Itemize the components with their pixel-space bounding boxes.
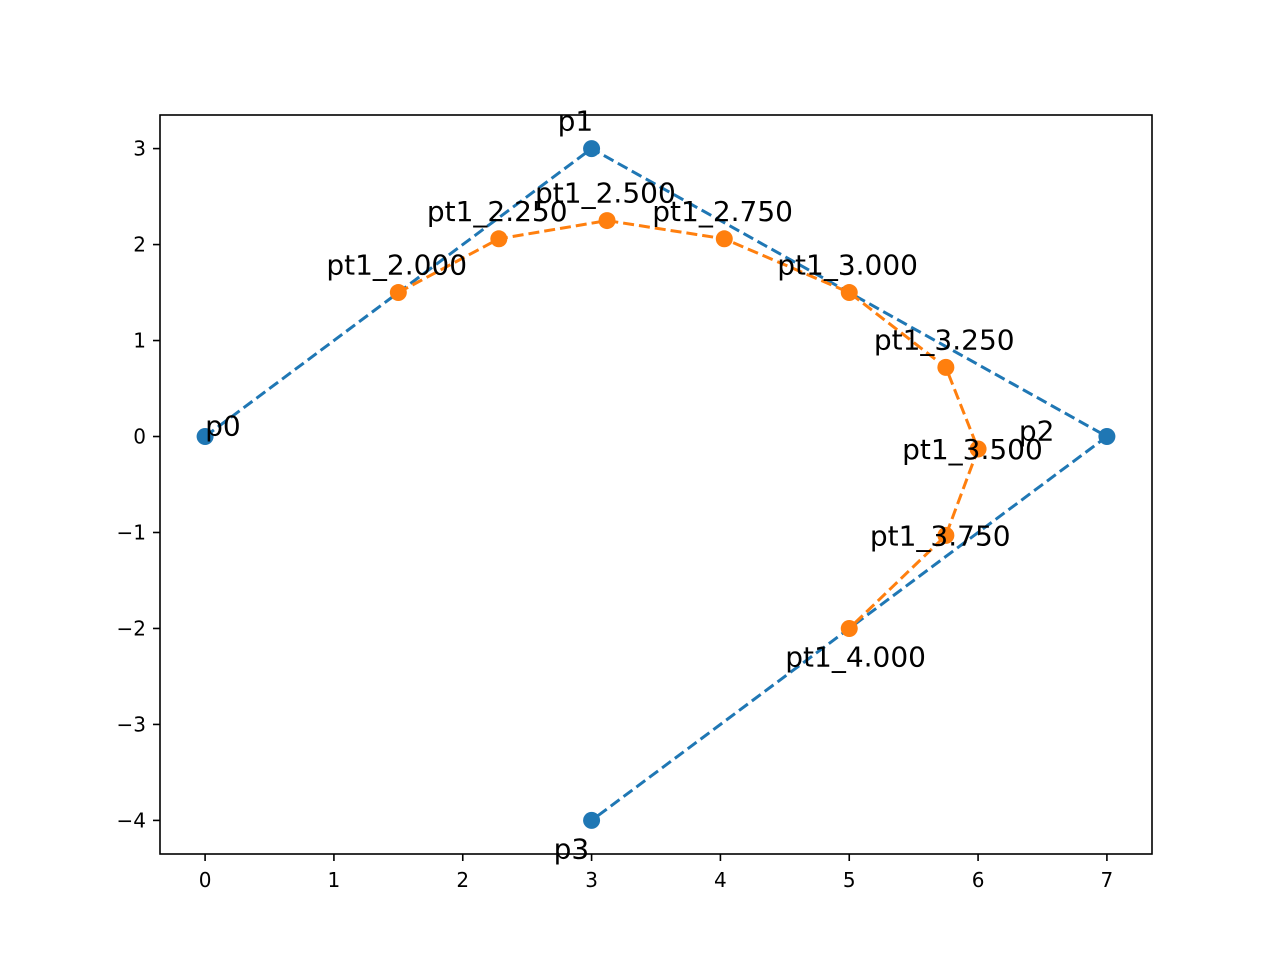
- y-tick-label-3: 0: [133, 425, 146, 449]
- point-label-pt1-2-250: pt1_2.250: [427, 195, 568, 228]
- series-0-point-0: [196, 428, 214, 446]
- axis-layer: 0 1 2 3 4 5 6 7 3 2 1 0 −1 −2 −3 −4: [117, 137, 1114, 892]
- series-layer: [196, 140, 1116, 829]
- series-1-point-7: [937, 526, 955, 544]
- y-tick-label-5: −2: [117, 616, 146, 640]
- point-label-pt1-2-000: pt1_2.000: [326, 249, 467, 282]
- point-label-p3: p3: [554, 832, 590, 865]
- label-layer: p0 p1 p2 p3 pt1_2.000 pt1_2.250pt1_2.500pt1_2…: [205, 105, 1054, 866]
- x-tick-label-3: 3: [585, 868, 598, 892]
- x-tick-label-7: 7: [1101, 868, 1114, 892]
- series-1-point-6: [969, 440, 987, 458]
- x-tick-label-0: 0: [199, 868, 212, 892]
- point-label-pt1-3-500: pt1_3.500: [902, 433, 1043, 466]
- x-tick-label-6: 6: [972, 868, 985, 892]
- point-label-pt1-2-500: pt1_2.500: [535, 177, 676, 210]
- series-1-point-5: [937, 358, 955, 376]
- x-tick-label-1: 1: [328, 868, 341, 892]
- plot-frame: [159, 114, 1153, 855]
- x-tick-label-5: 5: [843, 868, 856, 892]
- y-tick-label-1: 2: [133, 233, 146, 257]
- series-1-point-8: [840, 619, 858, 637]
- series-1-point-0: [389, 284, 407, 302]
- y-tick-label-2: 1: [133, 329, 146, 353]
- y-tick-label-7: −4: [117, 808, 146, 832]
- series-1-point-3: [715, 230, 733, 248]
- series-1-point-1: [490, 230, 508, 248]
- y-tick-label-6: −3: [117, 712, 146, 736]
- series-1-line: [397, 219, 980, 630]
- series-0-point-1: [583, 140, 601, 158]
- x-tick-label-4: 4: [714, 868, 727, 892]
- point-label-pt1-4-000: pt1_4.000: [785, 640, 926, 673]
- series-0-point-2: [1098, 428, 1116, 446]
- point-label-pt1-2-750: pt1_2.750: [652, 195, 793, 228]
- point-label-pt1-3-750: pt1_3.750: [870, 519, 1011, 552]
- point-label-p2: p2: [1019, 415, 1055, 448]
- series-0-point-3: [583, 811, 601, 829]
- point-label-pt1-3-250: pt1_3.250: [874, 323, 1015, 356]
- x-tick-label-2: 2: [456, 868, 469, 892]
- series-1-point-4: [840, 284, 858, 302]
- point-label-pt1-3-000: pt1_3.000: [777, 249, 918, 282]
- point-label-p1: p1: [558, 105, 594, 138]
- series-1-point-2: [598, 212, 616, 230]
- y-tick-label-4: −1: [117, 520, 146, 544]
- point-label-p0: p0: [205, 410, 241, 443]
- y-tick-label-0: 3: [133, 137, 146, 161]
